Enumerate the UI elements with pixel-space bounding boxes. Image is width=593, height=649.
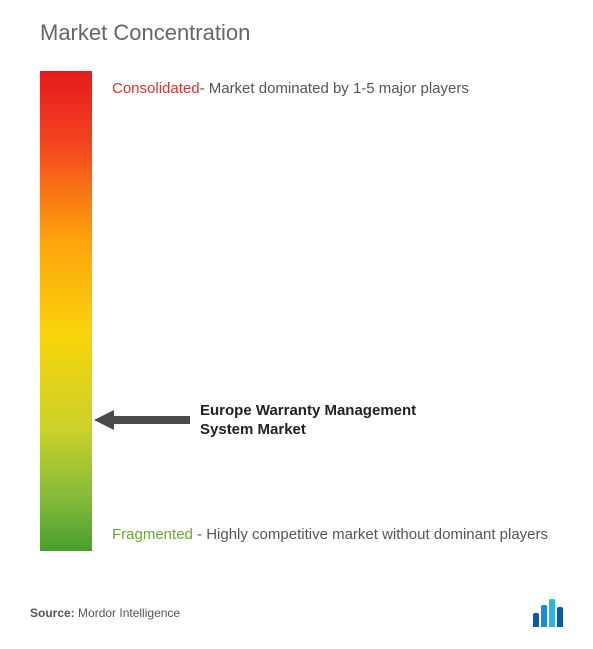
footer: Source: Mordor Intelligence [30,599,563,627]
arrow-left-icon [94,410,190,430]
pointer-label: Europe Warranty Management System Market [200,401,460,440]
source-attribution: Source: Mordor Intelligence [30,606,180,620]
labels-column: Consolidated- Market dominated by 1-5 ma… [112,71,563,551]
fragmented-keyword: Fragmented [112,526,193,543]
page-title: Market Concentration [40,20,563,46]
source-name: Mordor Intelligence [78,606,180,620]
source-prefix: Source: [30,606,75,620]
fragmented-label: Fragmented - Highly competitive market w… [112,521,563,550]
gradient-scale-bar [40,71,92,551]
fragmented-desc: - Highly competitive market without domi… [197,526,548,543]
market-pointer: Europe Warranty Management System Market [94,401,460,440]
consolidated-label: Consolidated- Market dominated by 1-5 ma… [112,75,563,104]
concentration-diagram: Consolidated- Market dominated by 1-5 ma… [30,71,563,551]
mordor-logo-icon [533,599,563,627]
consolidated-desc: - Market dominated by 1-5 major players [200,80,469,97]
consolidated-keyword: Consolidated [112,80,200,97]
